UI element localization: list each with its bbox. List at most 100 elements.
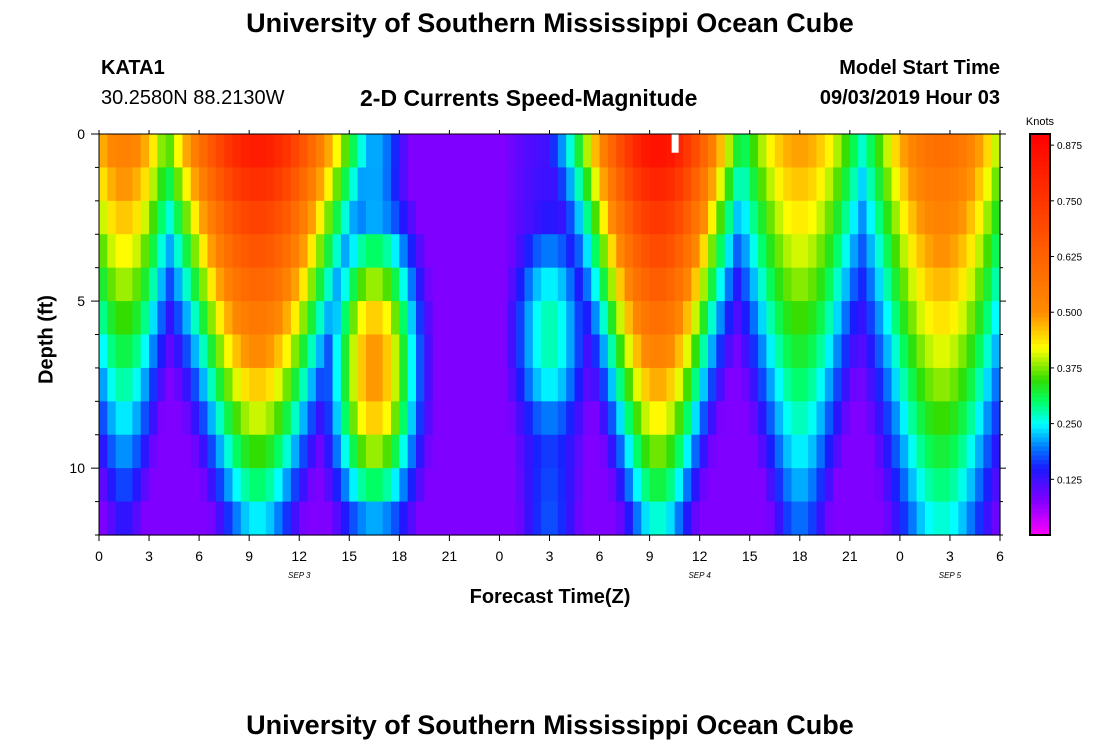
heat-cell [799,167,809,202]
heat-cell [107,367,117,402]
heat-cell [324,401,334,436]
heat-cell [399,200,409,235]
heat-cell [232,200,242,235]
heat-cell [516,301,526,336]
heat-cell [733,167,742,202]
heat-cell [758,301,768,336]
heat-cell [891,434,901,469]
heat-cell [416,468,425,503]
heat-cell [399,301,409,336]
heat-cell [849,468,859,503]
heat-cell [224,468,234,503]
heat-cell [983,200,993,235]
heat-cell [599,200,609,235]
colorbar-band [1030,200,1050,206]
heat-cell [791,234,801,269]
colorbar-band [1030,187,1050,193]
heat-cell [733,301,742,336]
heat-cell [390,234,400,269]
heat-cell [165,367,175,402]
heat-cell [140,468,150,503]
heat-cell [449,234,459,269]
heat-cell [165,167,175,202]
heat-cell [624,367,634,402]
heat-cell [891,301,901,336]
heat-cell [908,167,918,202]
heat-cell [716,301,726,336]
heat-cell [115,334,125,369]
heat-cell [274,200,284,235]
heat-cell [357,468,367,503]
heat-cell [474,301,484,336]
heat-cell [774,367,784,402]
heat-cell [499,267,509,302]
heat-cell [724,367,734,402]
heat-cell [766,134,776,169]
heat-cell [474,200,484,235]
heat-cell [666,468,676,503]
heat-cell [841,134,851,169]
colorbar-frame [1029,133,1051,536]
heat-cell [441,200,450,235]
heat-cell [624,301,634,336]
heat-cell [432,167,442,202]
heat-cell [165,334,175,369]
heat-cell [224,434,234,469]
heat-cell [866,367,876,402]
heat-cell [724,301,734,336]
heat-cell [974,334,984,369]
heat-cell [841,401,851,436]
heat-cell [299,334,309,369]
heat-cell [874,401,884,436]
heat-cell [215,334,225,369]
heat-cell [816,367,826,402]
heat-cell [382,200,392,235]
heat-cell [257,434,267,469]
heat-cell [749,167,759,202]
colorbar-band [1030,374,1050,380]
heat-cell [983,434,993,469]
heat-cell [382,167,392,202]
heat-cell [357,501,367,536]
colorbar-band [1030,383,1050,389]
heat-cell [257,134,267,169]
heat-cell [616,468,626,503]
heat-cell [357,434,367,469]
heat-cell [908,134,918,169]
heat-cell [891,200,901,235]
heat-cell [733,434,742,469]
heat-cell [866,334,876,369]
heat-cell [115,434,125,469]
heat-cell [407,134,417,169]
heat-cell [165,434,175,469]
heat-cell [924,267,934,302]
heat-cell [766,434,776,469]
heat-cell [224,501,234,536]
heat-cell [908,301,918,336]
heat-cell [616,234,626,269]
colorbar-band [1030,160,1050,166]
heat-cell [766,334,776,369]
heat-cell [290,167,300,202]
heat-cell [599,468,609,503]
heat-cell [132,334,142,369]
heat-cell [708,267,717,302]
heat-cell [115,301,125,336]
heat-cell [507,367,517,402]
heat-cell [574,267,584,302]
heat-cell [657,468,667,503]
heat-cell [274,501,284,536]
heat-cell [299,234,309,269]
heat-cell [824,301,834,336]
heat-cell [591,468,601,503]
heat-cell [215,234,225,269]
heat-cell [908,468,918,503]
heat-cell [916,134,926,169]
heat-cell [733,468,742,503]
x-tick-label: 6 [596,548,604,564]
heat-cell [224,334,234,369]
heat-cell [215,301,225,336]
heat-cell [374,267,384,302]
x-tick-label: 0 [896,548,904,564]
heat-cell [265,134,275,169]
